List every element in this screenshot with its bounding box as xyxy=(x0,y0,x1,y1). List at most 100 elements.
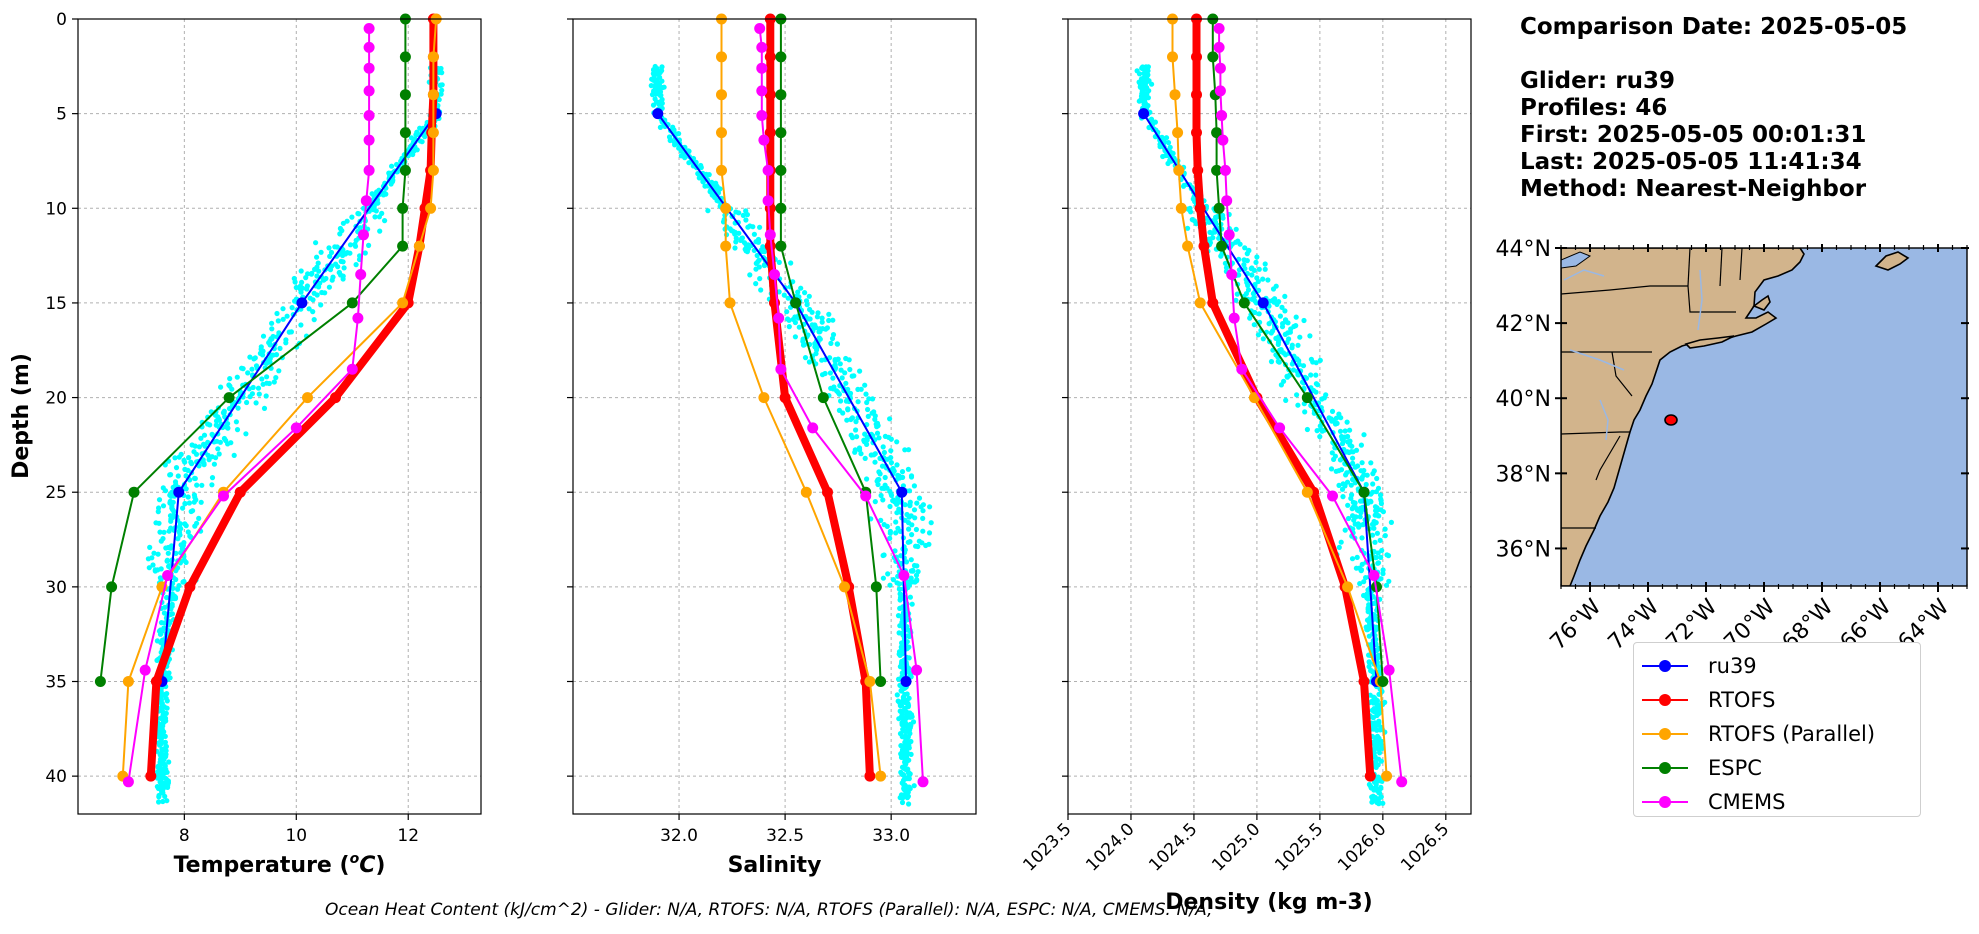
glider-observation-point xyxy=(1375,512,1381,519)
interpolation-method: Method: Nearest-Neighbor xyxy=(1520,176,1867,202)
glider-observation-point xyxy=(887,488,893,494)
glider-observation-point xyxy=(1378,507,1384,513)
glider-observation-point xyxy=(819,357,825,363)
glider-observation-point xyxy=(909,601,915,607)
glider-observation-point xyxy=(155,509,161,515)
glider-observation-point xyxy=(733,235,739,241)
series-point xyxy=(1194,297,1206,309)
glider-observation-point xyxy=(286,329,292,335)
glider-observation-point xyxy=(805,332,811,338)
glider-observation-point xyxy=(201,432,208,438)
legend-swatch-rtofs-parallel xyxy=(1640,724,1690,744)
glider-observation-point xyxy=(1143,64,1149,70)
glider-observation-point xyxy=(1279,324,1286,330)
glider-observation-point xyxy=(1279,304,1285,310)
glider-observation-point xyxy=(159,732,165,738)
glider-observation-point xyxy=(1370,796,1376,802)
glider-observation-point xyxy=(1145,103,1151,109)
x-tick-label: 32.5 xyxy=(766,826,804,846)
glider-observation-point xyxy=(827,355,833,361)
glider-observation-point xyxy=(795,289,801,295)
glider-observation-point xyxy=(834,341,840,347)
glider-observation-point xyxy=(273,375,279,381)
series-point xyxy=(1216,240,1228,252)
glider-observation-point xyxy=(806,293,812,299)
glider-observation-point xyxy=(916,538,922,544)
glider-observation-point xyxy=(733,209,739,215)
glider-observation-point xyxy=(887,416,893,422)
map-lat-label: 42°N xyxy=(1496,312,1551,337)
glider-observation-point xyxy=(914,500,920,506)
salinity-ticks: 32.0 32.5 33.0 xyxy=(567,18,910,846)
density-xlabel: Density (kg m-3) xyxy=(1165,890,1373,915)
glider-observation-point xyxy=(895,525,901,531)
glider-observation-point xyxy=(905,466,912,472)
glider-observation-point xyxy=(1350,449,1356,455)
glider-observation-point xyxy=(1159,134,1165,140)
series-point xyxy=(1192,164,1204,176)
glider-observation-point xyxy=(895,613,902,619)
glider-observation-point xyxy=(186,500,192,506)
glider-observation-point xyxy=(761,262,768,268)
glider-observation-point xyxy=(1273,335,1279,341)
glider-observation-point xyxy=(902,517,908,523)
glider-observation-point xyxy=(819,315,825,321)
glider-observation-point xyxy=(305,271,311,277)
glider-observation-point xyxy=(902,739,908,745)
glider-observation-point xyxy=(1277,313,1283,319)
glider-observation-point xyxy=(1165,140,1172,146)
glider-observation-point xyxy=(314,264,320,270)
glider-observation-point xyxy=(750,224,756,230)
glider-observation-point xyxy=(874,430,881,436)
glider-observation-point xyxy=(881,449,888,456)
glider-observation-point xyxy=(1377,727,1383,733)
glider-observation-point xyxy=(1363,575,1369,581)
series-point xyxy=(397,297,409,309)
glider-observation-point xyxy=(264,374,270,380)
glider-observation-point xyxy=(192,523,198,529)
profile-count: Profiles: 46 xyxy=(1520,95,1668,121)
glider-observation-point xyxy=(316,268,322,274)
glider-observation-point xyxy=(817,329,823,335)
glider-observation-point xyxy=(187,533,193,539)
glider-observation-point xyxy=(881,485,887,491)
series-point xyxy=(1182,240,1194,252)
series-line-espc xyxy=(779,19,882,682)
glider-observation-point xyxy=(1253,300,1259,306)
series-point xyxy=(296,297,308,309)
glider-observation-point xyxy=(798,285,804,291)
glider-observation-point xyxy=(156,520,162,526)
glider-observation-point xyxy=(1313,372,1319,378)
glider-observation-point xyxy=(1249,296,1255,302)
glider-observation-point xyxy=(702,183,708,189)
glider-observation-point xyxy=(873,421,879,427)
glider-observation-point xyxy=(906,582,913,588)
series-point xyxy=(363,85,375,97)
y-tick-label: 30 xyxy=(45,578,67,598)
glider-observation-point xyxy=(373,208,379,214)
glider-observation-point xyxy=(213,418,220,424)
glider-observation-point xyxy=(874,478,880,484)
series-line-ru39 xyxy=(161,113,438,682)
glider-observation-point xyxy=(1382,533,1388,539)
series-point xyxy=(162,570,174,581)
glider-observation-point xyxy=(650,102,657,108)
glider-observation-point xyxy=(1345,439,1351,445)
glider-observation-point xyxy=(776,289,782,295)
glider-observation-point xyxy=(156,792,162,799)
comparison-info: Comparison Date: 2025-05-05 Glider: ru39… xyxy=(1520,14,1907,203)
glider-observation-point xyxy=(1344,479,1351,485)
series-point xyxy=(1138,108,1150,120)
glider-observation-point xyxy=(901,686,907,692)
glider-observation-point xyxy=(877,471,883,477)
glider-observation-point xyxy=(908,473,915,479)
glider-observation-point xyxy=(1262,266,1268,272)
glider-observation-point xyxy=(753,260,759,266)
glider-observation-point xyxy=(1352,500,1358,506)
glider-observation-point xyxy=(903,559,910,565)
glider-observation-point xyxy=(259,376,265,382)
glider-observation-point xyxy=(1350,476,1356,483)
glider-observation-point xyxy=(743,217,749,223)
legend-label: RTOFS (Parallel) xyxy=(1708,722,1876,746)
glider-observation-point xyxy=(1139,91,1145,97)
